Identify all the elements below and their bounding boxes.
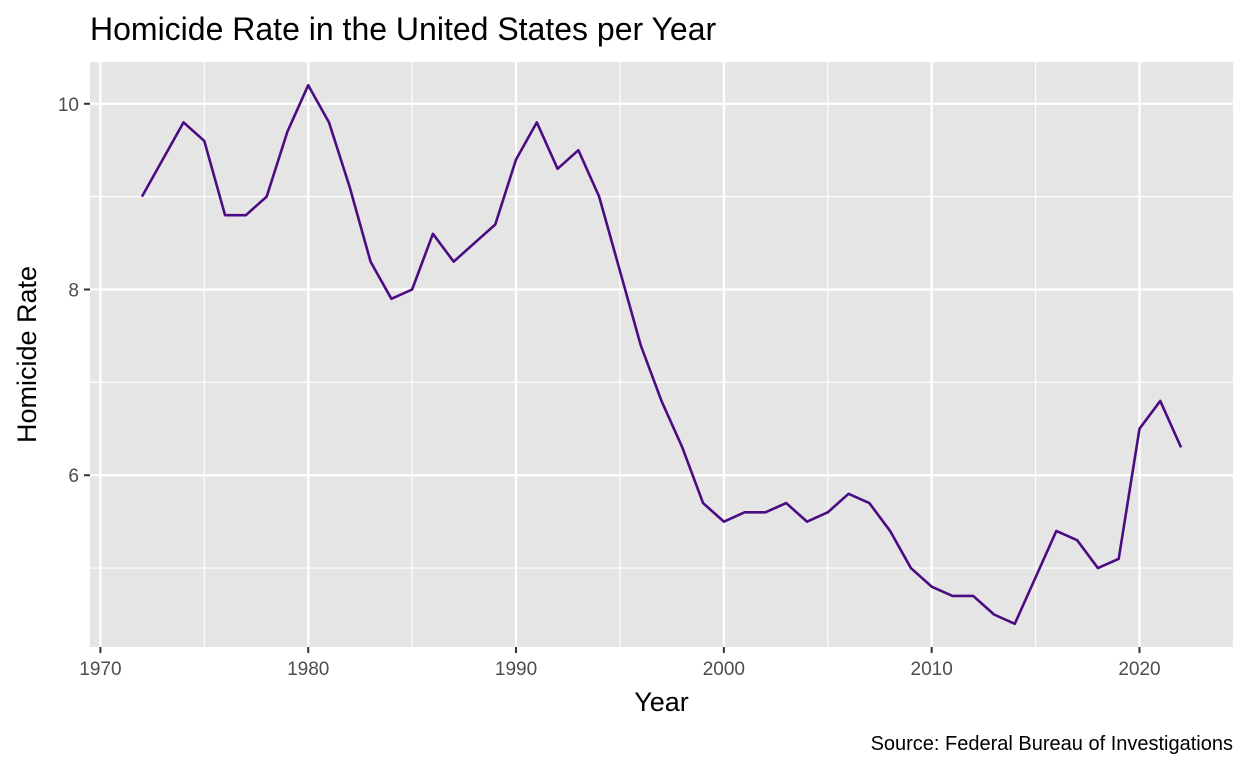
y-axis-title: Homicide Rate (12, 266, 42, 443)
x-tick-label: 1990 (495, 659, 537, 680)
y-tick-label: 6 (68, 466, 79, 487)
y-tick-label: 10 (58, 95, 79, 116)
x-axis: 1970 1980 1990 2000 2010 2020 (79, 647, 1161, 680)
plot-panel (90, 62, 1233, 647)
minor-gridlines (90, 62, 1233, 647)
y-axis: 6 8 10 (58, 95, 90, 487)
x-axis-title: Year (634, 687, 689, 717)
y-tick-label: 8 (68, 281, 79, 302)
x-tick-label: 1980 (287, 659, 329, 680)
chart-title: Homicide Rate in the United States per Y… (90, 11, 716, 47)
x-tick-label: 1970 (79, 659, 121, 680)
chart-caption: Source: Federal Bureau of Investigations (871, 733, 1233, 755)
x-tick-label: 2010 (911, 659, 953, 680)
x-tick-label: 2020 (1118, 659, 1160, 680)
homicide-rate-line (140, 83, 1183, 626)
x-tick-label: 2000 (703, 659, 745, 680)
